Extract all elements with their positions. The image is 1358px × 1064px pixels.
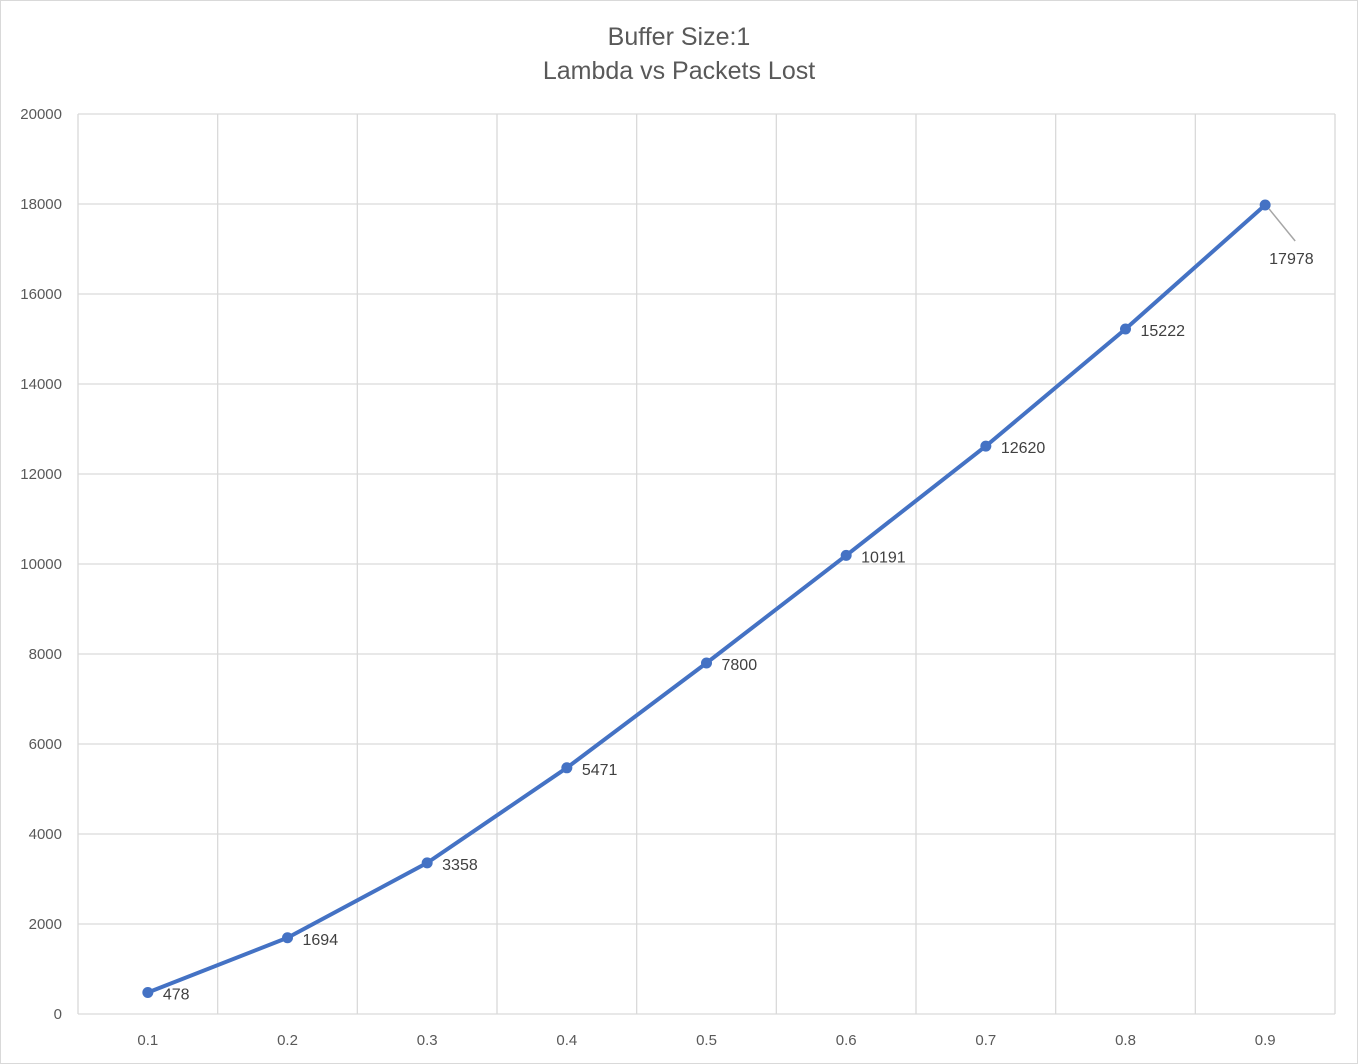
y-axis-tick-labels: 0 2000 4000 6000 8000 10000 12000 14000 16000 180… — [20, 106, 62, 1023]
x-tick-label: 0.9 — [1255, 1032, 1276, 1049]
series-layer — [142, 199, 1271, 998]
y-tick-label: 0 — [54, 1006, 62, 1023]
data-label: 10191 — [861, 549, 906, 566]
y-tick-label: 6000 — [29, 736, 62, 753]
data-labels: 478 1694 3358 5471 7800 10191 12620 15222 17978 — [163, 208, 1314, 1003]
data-label-leader-line — [1268, 208, 1296, 242]
x-tick-label: 0.3 — [417, 1032, 438, 1049]
data-label: 12620 — [1001, 440, 1046, 457]
x-tick-label: 0.6 — [836, 1032, 857, 1049]
data-label: 5471 — [582, 762, 618, 779]
y-tick-label: 12000 — [20, 466, 62, 483]
data-point-marker — [142, 986, 154, 998]
x-tick-label: 0.5 — [696, 1032, 717, 1049]
chart-title-line-2: Lambda vs Packets Lost — [542, 57, 816, 85]
data-point-marker — [1120, 323, 1131, 335]
data-point-marker — [1259, 199, 1271, 211]
data-label: 17978 — [1269, 251, 1314, 268]
y-tick-label: 16000 — [20, 286, 62, 303]
data-label: 478 — [163, 986, 190, 1003]
data-point-marker — [282, 932, 293, 944]
y-tick-label: 14000 — [20, 376, 62, 393]
data-point-marker — [701, 657, 712, 669]
y-tick-label: 2000 — [29, 916, 62, 933]
x-tick-label: 0.7 — [975, 1032, 996, 1049]
data-label: 7800 — [722, 657, 758, 674]
data-point-marker — [561, 762, 573, 774]
data-label: 3358 — [442, 857, 478, 874]
x-tick-label: 0.8 — [1115, 1032, 1136, 1049]
data-point-marker — [421, 857, 433, 869]
chart-title-line-1: Buffer Size:1 — [607, 23, 751, 51]
y-tick-label: 18000 — [20, 196, 62, 213]
data-label: 15222 — [1141, 323, 1186, 340]
series-line — [145, 202, 1268, 995]
y-tick-label: 4000 — [29, 826, 62, 843]
data-point-marker — [980, 440, 992, 452]
chart-title: Buffer Size:1 Lambda vs Packets Lost — [0, 20, 1358, 88]
x-tick-label: 0.4 — [556, 1032, 577, 1049]
y-tick-label: 20000 — [20, 106, 62, 123]
data-label: 1694 — [303, 932, 339, 949]
y-tick-label: 10000 — [20, 556, 62, 573]
x-axis-tick-labels: 0.1 0.2 0.3 0.4 0.5 0.6 0.7 0.8 0.9 — [137, 1032, 1275, 1049]
x-tick-label: 0.2 — [277, 1032, 298, 1049]
gridlines — [77, 113, 1336, 1015]
data-point-marker — [840, 549, 852, 561]
x-tick-label: 0.1 — [137, 1032, 158, 1049]
y-tick-label: 8000 — [29, 646, 62, 663]
